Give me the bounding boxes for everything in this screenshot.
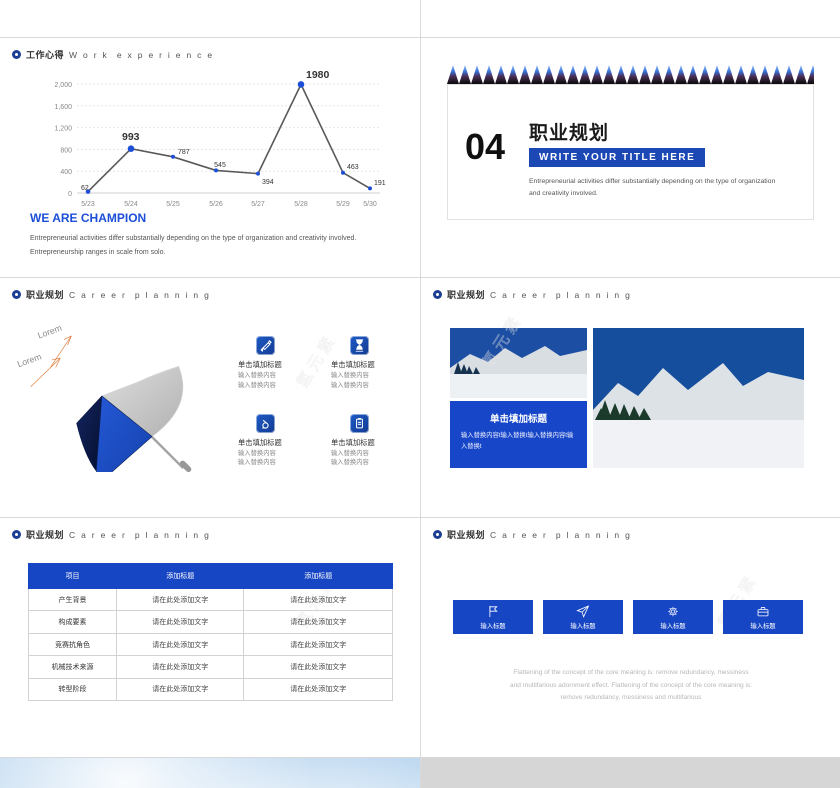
svg-text:2,000: 2,000: [54, 82, 72, 89]
svg-text:5/30: 5/30: [363, 201, 377, 208]
svg-text:Lorem: Lorem: [16, 351, 43, 369]
svg-text:1980: 1980: [306, 69, 330, 81]
svg-text:5/26: 5/26: [209, 201, 223, 208]
svg-text:545: 545: [214, 162, 226, 169]
svg-text:1,600: 1,600: [54, 104, 72, 111]
svg-text:5/23: 5/23: [81, 201, 95, 208]
svg-text:5/25: 5/25: [166, 201, 180, 208]
svg-text:0: 0: [68, 191, 72, 198]
svg-text:400: 400: [60, 169, 72, 176]
svg-text:993: 993: [122, 131, 140, 143]
svg-text:800: 800: [60, 147, 72, 154]
svg-text:787: 787: [178, 149, 190, 156]
svg-text:5/28: 5/28: [294, 201, 308, 208]
svg-text:1,200: 1,200: [54, 126, 72, 133]
svg-text:191: 191: [374, 180, 386, 187]
svg-text:5/29: 5/29: [336, 201, 350, 208]
svg-text:394: 394: [262, 179, 274, 186]
svg-text:463: 463: [347, 164, 359, 171]
svg-text:5/24: 5/24: [124, 201, 138, 208]
svg-text:62: 62: [81, 185, 89, 192]
svg-text:5/27: 5/27: [251, 201, 265, 208]
svg-text:Lorem: Lorem: [36, 323, 63, 341]
